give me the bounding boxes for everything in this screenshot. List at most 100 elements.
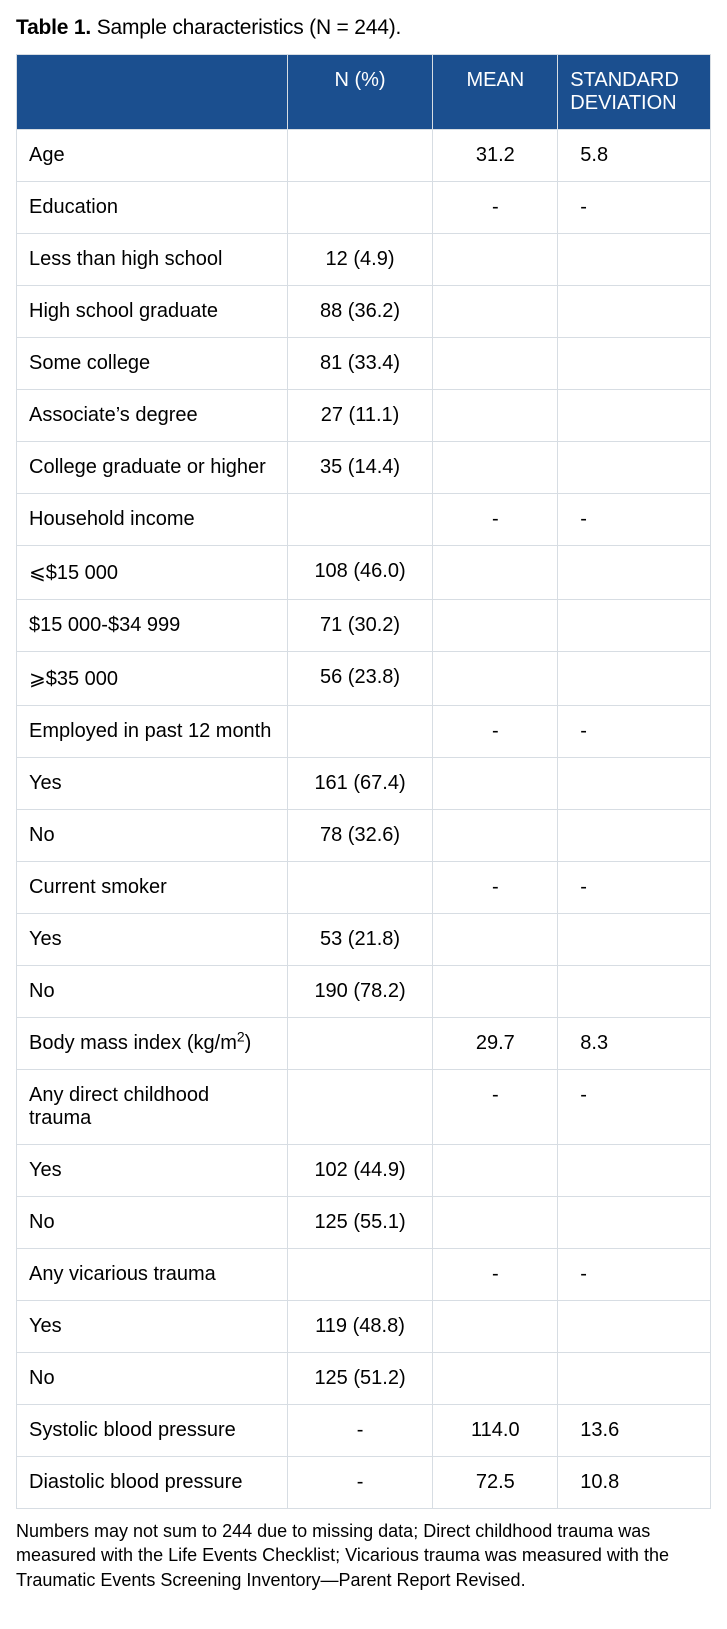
cell-mean bbox=[433, 914, 558, 966]
cell-label: Household income bbox=[17, 494, 288, 546]
cell-sd bbox=[558, 966, 711, 1018]
cell-label: Some college bbox=[17, 338, 288, 390]
cell-sd bbox=[558, 1353, 711, 1405]
cell-sd bbox=[558, 390, 711, 442]
cell-mean bbox=[433, 758, 558, 810]
cell-label: Associate’s degree bbox=[17, 390, 288, 442]
cell-mean: - bbox=[433, 182, 558, 234]
cell-sd: - bbox=[558, 1070, 711, 1145]
cell-npct bbox=[287, 706, 433, 758]
cell-mean: - bbox=[433, 494, 558, 546]
cell-label: Yes bbox=[17, 1301, 288, 1353]
cell-mean: 29.7 bbox=[433, 1018, 558, 1070]
cell-sd bbox=[558, 600, 711, 652]
cell-mean bbox=[433, 234, 558, 286]
cell-npct: 88 (36.2) bbox=[287, 286, 433, 338]
cell-mean bbox=[433, 1197, 558, 1249]
cell-npct: 78 (32.6) bbox=[287, 810, 433, 862]
cell-mean: 114.0 bbox=[433, 1405, 558, 1457]
cell-mean bbox=[433, 286, 558, 338]
cell-sd bbox=[558, 234, 711, 286]
cell-sd: 13.6 bbox=[558, 1405, 711, 1457]
table-row: Yes119 (48.8) bbox=[17, 1301, 711, 1353]
cell-label: Diastolic blood pressure bbox=[17, 1457, 288, 1509]
cell-label: Employed in past 12 month bbox=[17, 706, 288, 758]
table-row: Employed in past 12 month -- bbox=[17, 706, 711, 758]
cell-npct bbox=[287, 494, 433, 546]
cell-npct: 81 (33.4) bbox=[287, 338, 433, 390]
cell-label: Yes bbox=[17, 914, 288, 966]
cell-label: Age bbox=[17, 130, 288, 182]
table-row: No125 (55.1) bbox=[17, 1197, 711, 1249]
table-row: Systolic blood pressure-114.013.6 bbox=[17, 1405, 711, 1457]
cell-mean bbox=[433, 810, 558, 862]
cell-label: Any vicarious trauma bbox=[17, 1249, 288, 1301]
cell-mean bbox=[433, 966, 558, 1018]
cell-label: $15 000-$34 999 bbox=[17, 600, 288, 652]
cell-npct bbox=[287, 1249, 433, 1301]
table-row: Current smoker-- bbox=[17, 862, 711, 914]
cell-npct bbox=[287, 182, 433, 234]
header-col-blank bbox=[17, 55, 288, 130]
cell-mean bbox=[433, 442, 558, 494]
cell-label: No bbox=[17, 966, 288, 1018]
table-row: $15 000-$34 99971 (30.2) bbox=[17, 600, 711, 652]
cell-mean bbox=[433, 600, 558, 652]
cell-sd: - bbox=[558, 706, 711, 758]
table-row: Yes53 (21.8) bbox=[17, 914, 711, 966]
table-row: College graduate or higher35 (14.4) bbox=[17, 442, 711, 494]
cell-mean: - bbox=[433, 862, 558, 914]
table-row: High school graduate88 (36.2) bbox=[17, 286, 711, 338]
table-row: Body mass index (kg/m2)29.78.3 bbox=[17, 1018, 711, 1070]
cell-sd bbox=[558, 442, 711, 494]
table-row: No190 (78.2) bbox=[17, 966, 711, 1018]
cell-npct: 53 (21.8) bbox=[287, 914, 433, 966]
cell-npct bbox=[287, 1070, 433, 1145]
cell-sd bbox=[558, 652, 711, 706]
cell-mean: 31.2 bbox=[433, 130, 558, 182]
table-row: Any vicarious trauma-- bbox=[17, 1249, 711, 1301]
cell-label: Current smoker bbox=[17, 862, 288, 914]
table-row: Associate’s degree27 (11.1) bbox=[17, 390, 711, 442]
table-footnote: Numbers may not sum to 244 due to missin… bbox=[16, 1519, 711, 1592]
cell-label: High school graduate bbox=[17, 286, 288, 338]
cell-label: Education bbox=[17, 182, 288, 234]
cell-mean bbox=[433, 1145, 558, 1197]
title-bold: Table 1. bbox=[16, 16, 91, 39]
cell-npct: 190 (78.2) bbox=[287, 966, 433, 1018]
cell-npct: 71 (30.2) bbox=[287, 600, 433, 652]
cell-npct: 35 (14.4) bbox=[287, 442, 433, 494]
table-row: Household income -- bbox=[17, 494, 711, 546]
table-row: Yes102 (44.9) bbox=[17, 1145, 711, 1197]
cell-label: Yes bbox=[17, 758, 288, 810]
cell-npct: 119 (48.8) bbox=[287, 1301, 433, 1353]
cell-mean bbox=[433, 1301, 558, 1353]
table-title: Table 1. Sample characteristics (N = 244… bbox=[16, 16, 711, 40]
cell-label: Systolic blood pressure bbox=[17, 1405, 288, 1457]
cell-npct: 12 (4.9) bbox=[287, 234, 433, 286]
cell-mean bbox=[433, 390, 558, 442]
cell-npct: 125 (55.1) bbox=[287, 1197, 433, 1249]
table-row: Any direct childhood trauma-- bbox=[17, 1070, 711, 1145]
cell-npct bbox=[287, 1018, 433, 1070]
title-rest: Sample characteristics (N = 244). bbox=[97, 16, 401, 39]
cell-npct bbox=[287, 130, 433, 182]
table-row: No125 (51.2) bbox=[17, 1353, 711, 1405]
cell-sd: 8.3 bbox=[558, 1018, 711, 1070]
header-col-sd: STANDARD DEVIATION bbox=[558, 55, 711, 130]
table-row: Education-- bbox=[17, 182, 711, 234]
table-row: Some college81 (33.4) bbox=[17, 338, 711, 390]
cell-mean: - bbox=[433, 706, 558, 758]
cell-sd bbox=[558, 1301, 711, 1353]
cell-label: No bbox=[17, 1353, 288, 1405]
table-row: Diastolic blood pressure-72.510.8 bbox=[17, 1457, 711, 1509]
cell-sd bbox=[558, 286, 711, 338]
cell-label: Any direct childhood trauma bbox=[17, 1070, 288, 1145]
cell-sd bbox=[558, 546, 711, 600]
cell-mean bbox=[433, 1353, 558, 1405]
cell-npct: 56 (23.8) bbox=[287, 652, 433, 706]
cell-sd bbox=[558, 1197, 711, 1249]
cell-sd: - bbox=[558, 494, 711, 546]
cell-label: Yes bbox=[17, 1145, 288, 1197]
header-col-npct: N (%) bbox=[287, 55, 433, 130]
